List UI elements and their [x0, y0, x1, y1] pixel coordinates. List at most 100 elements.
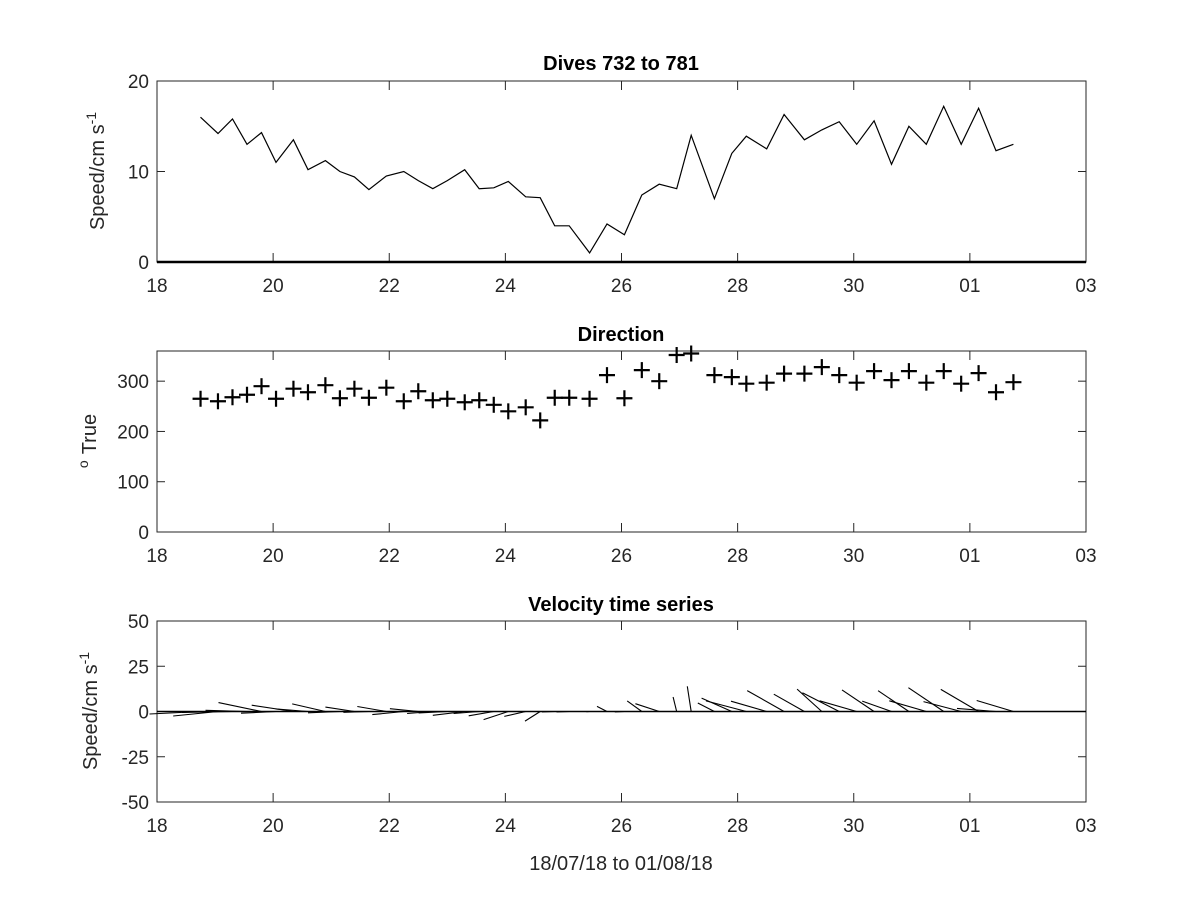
direction-point: [331, 390, 348, 407]
velocity-stick: [802, 692, 840, 712]
velocity-stick: [251, 704, 294, 713]
velocity-stick: [923, 701, 962, 713]
velocity-stick: [940, 688, 979, 712]
velocity-stick: [504, 710, 526, 717]
velocity-stick: [672, 696, 678, 712]
velocity-stick: [483, 710, 509, 721]
velocity-stick: [524, 711, 541, 722]
direction-point: [395, 393, 412, 410]
direction-point: [285, 380, 302, 397]
direction-axes-box: [156, 350, 1087, 533]
direction-point: [581, 390, 598, 407]
direction-title: Direction: [578, 324, 665, 346]
direction-point: [616, 390, 633, 407]
direction-point: [268, 390, 285, 407]
velocity-stick: [976, 699, 1014, 713]
speed-x-ticks: 18 20 22 24 26 28 30 01 03: [146, 81, 1097, 297]
x-tick-label: 30: [843, 546, 864, 567]
y-tick-label: 0: [138, 703, 149, 724]
direction-point: [668, 347, 685, 364]
y-tick-label: -50: [122, 793, 149, 814]
velocity-stick: [877, 690, 910, 712]
y-tick-label: 50: [128, 612, 149, 633]
velocity-stick: [908, 687, 945, 712]
direction-point: [848, 374, 865, 391]
x-tick-label: 22: [379, 546, 400, 567]
direction-point: [758, 374, 775, 391]
direction-point: [706, 367, 723, 384]
y-tick-label: 100: [117, 473, 149, 494]
x-tick-label: 30: [843, 816, 864, 837]
x-tick-label: 03: [1075, 546, 1096, 567]
direction-panel: Direction o True 0 100 200 300 18 20 22 24 26 28 3…: [75, 324, 1097, 567]
speed-y-ticks: 0 10 20: [128, 72, 1086, 274]
speed-series: [157, 104, 1086, 264]
velocity-panel: Velocity time series Speed/cm s-1 18/07/…: [76, 594, 1097, 875]
direction-point: [299, 384, 316, 401]
x-tick-label: 28: [727, 276, 748, 297]
velocity-stick: [218, 702, 262, 713]
x-tick-label: 22: [379, 276, 400, 297]
direction-point: [378, 379, 395, 396]
direction-point: [900, 363, 917, 380]
direction-point: [517, 399, 534, 416]
direction-point: [532, 412, 549, 429]
speed-title: Dives 732 to 781: [543, 53, 699, 75]
y-tick-label: 10: [128, 163, 149, 184]
direction-point: [813, 359, 830, 376]
velocity-stick: [705, 700, 747, 713]
direction-point: [439, 390, 456, 407]
x-tick-label: 18: [146, 276, 167, 297]
velocity-series: [149, 686, 1086, 722]
direction-point: [209, 393, 226, 410]
direction-point: [866, 363, 883, 380]
direction-x-ticks: 18 20 22 24 26 28 30 01 03: [146, 351, 1097, 567]
x-tick-label: 01: [959, 276, 980, 297]
velocity-stick: [292, 703, 326, 713]
direction-ylabel-text: True: [79, 414, 101, 454]
direction-point: [598, 367, 615, 384]
direction-y-ticks: 0 100 200 300: [117, 372, 1086, 544]
direction-point: [471, 392, 488, 409]
direction-point: [485, 396, 502, 413]
velocity-stick: [819, 700, 857, 713]
y-tick-label: 20: [128, 72, 149, 93]
direction-point: [776, 365, 793, 382]
x-tick-label: 20: [263, 276, 284, 297]
x-tick-label: 24: [495, 276, 517, 297]
x-tick-label: 18: [146, 546, 167, 567]
direction-point: [424, 392, 441, 409]
speed-ylabel-superscript: -1: [83, 112, 99, 125]
velocity-ylabel: Speed/cm s-1: [76, 652, 102, 770]
y-tick-label: -25: [122, 748, 149, 769]
x-tick-label: 30: [843, 276, 864, 297]
velocity-title: Velocity time series: [528, 594, 714, 616]
x-tick-label: 26: [611, 816, 632, 837]
velocity-x-ticks: 18 20 22 24 26 28 30 01 03: [146, 621, 1097, 837]
speed-ylabel: Speed/cm s-1: [83, 112, 109, 230]
x-tick-label: 22: [379, 816, 400, 837]
speed-axes-box: [156, 80, 1087, 263]
x-tick-label: 20: [263, 546, 284, 567]
direction-ylabel: o True: [75, 414, 101, 468]
direction-point: [546, 389, 563, 406]
direction-series: [192, 345, 1022, 429]
direction-point: [410, 383, 427, 400]
direction-point: [651, 373, 668, 390]
y-tick-label: 200: [117, 422, 149, 443]
x-tick-label: 03: [1075, 816, 1096, 837]
direction-point: [346, 380, 363, 397]
velocity-stick: [746, 690, 785, 712]
direction-point: [683, 345, 700, 362]
y-tick-label: 300: [117, 372, 149, 393]
velocity-stick: [635, 703, 660, 713]
direction-point: [883, 372, 900, 389]
direction-point: [224, 389, 241, 406]
x-tick-label: 01: [959, 816, 980, 837]
velocity-stick: [730, 700, 767, 713]
x-tick-label: 24: [495, 546, 517, 567]
y-tick-label: 0: [138, 523, 149, 544]
direction-point: [561, 389, 578, 406]
